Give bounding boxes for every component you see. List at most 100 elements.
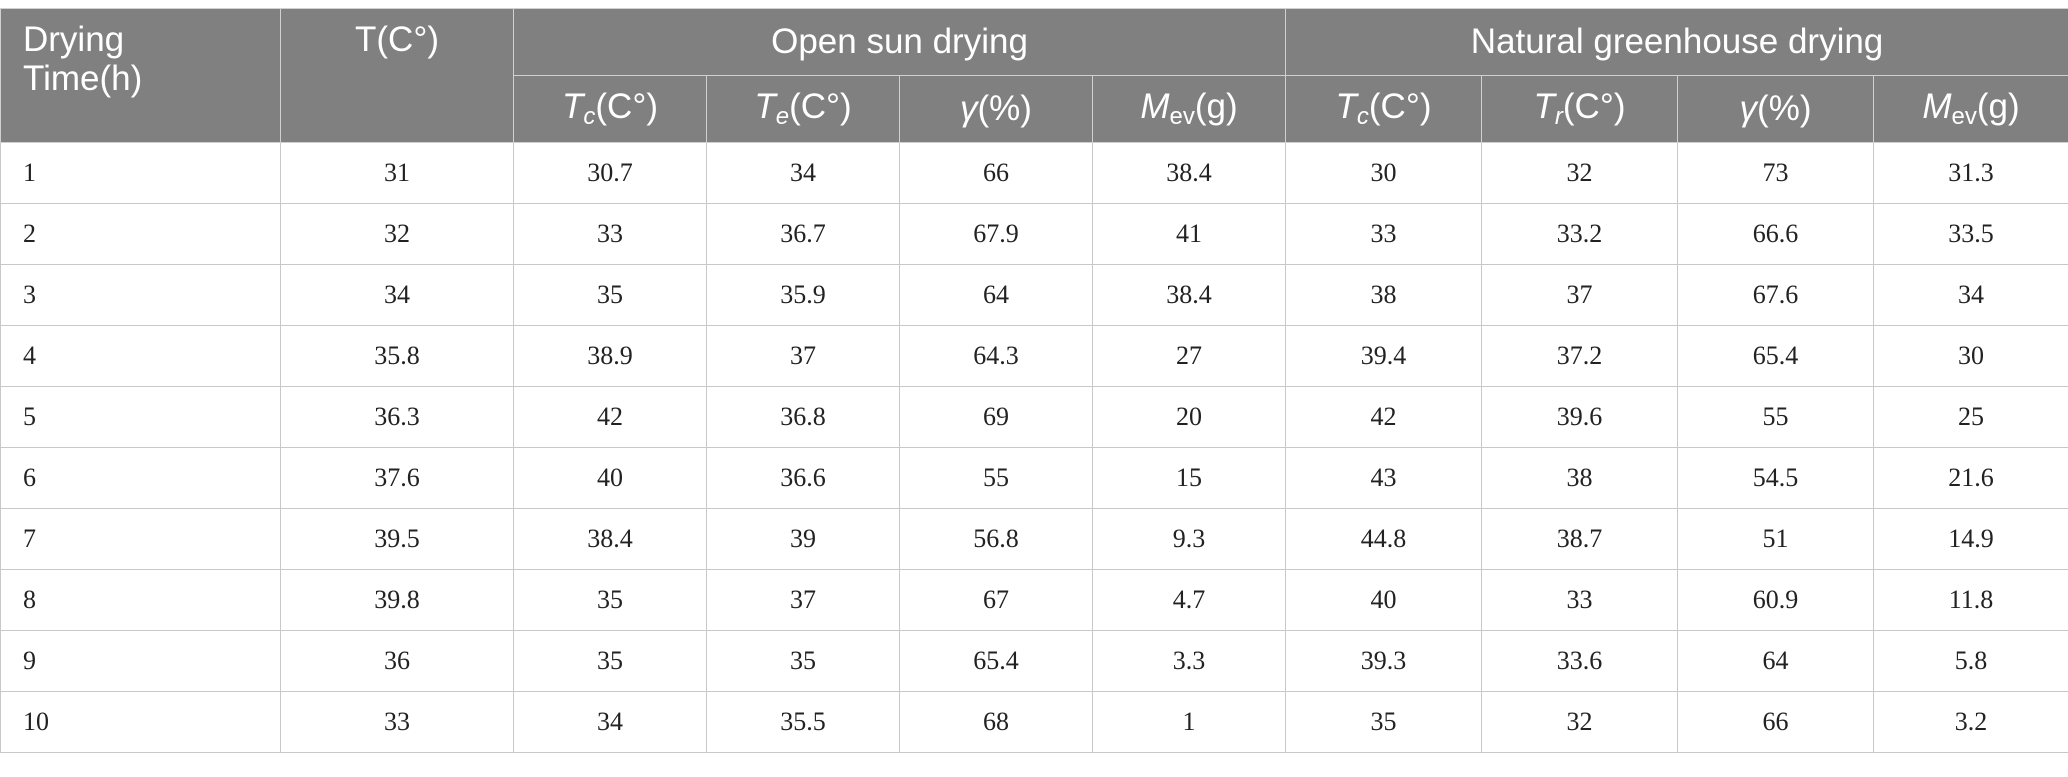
cell-drying-time: 6 (0, 447, 281, 509)
cell-natural-tc: 39.4 (1285, 325, 1483, 387)
table-body: 1 31 30.7 34 66 38.4 30 32 73 31.3 2 32 33 36.7 67.9 41… (0, 142, 2068, 753)
header-natural-tc: Tc(C°) (1285, 75, 1483, 143)
cell-open-mev: 9.3 (1091, 508, 1287, 570)
cell-drying-time: 2 (0, 203, 281, 265)
table-row: 2 32 33 36.7 67.9 41 33 33.2 66.6 33.5 (0, 203, 2068, 265)
cell-natural-gamma: 65.4 (1677, 325, 1875, 387)
table-row: 10 33 34 35.5 68 1 35 32 66 3.2 (0, 691, 2068, 753)
cell-open-te: 34 (706, 142, 900, 204)
header-temperature: T(C°) (280, 8, 514, 143)
cell-open-te: 35 (706, 630, 900, 692)
cell-open-mev: 38.4 (1091, 142, 1287, 204)
cell-open-mev: 4.7 (1091, 569, 1287, 631)
table-row: 5 36.3 42 36.8 69 20 42 39.6 55 25 (0, 386, 2068, 448)
table-header: Drying Time(h) T(C°) Open sun drying Natu… (0, 8, 2068, 143)
cell-natural-tc: 43 (1285, 447, 1483, 509)
cell-drying-time: 5 (0, 386, 281, 448)
cell-open-tc: 34 (513, 691, 707, 753)
cell-drying-time: 4 (0, 325, 281, 387)
cell-natural-mev: 31.3 (1873, 142, 2068, 204)
cell-open-te: 35.9 (706, 264, 900, 326)
cell-open-te: 36.8 (706, 386, 900, 448)
header-natural-gamma: γ(%) (1677, 75, 1875, 143)
cell-natural-tr: 37.2 (1481, 325, 1679, 387)
cell-open-tc: 38.9 (513, 325, 707, 387)
table-row: 3 34 35 35.9 64 38.4 38 37 67.6 34 (0, 264, 2068, 326)
cell-open-mev: 1 (1091, 691, 1287, 753)
cell-temperature: 31 (280, 142, 514, 204)
header-open-tc: Tc(C°) (513, 75, 707, 143)
cell-temperature: 35.8 (280, 325, 514, 387)
cell-natural-tr: 33.2 (1481, 203, 1679, 265)
cell-natural-tr: 33 (1481, 569, 1679, 631)
cell-open-te: 37 (706, 569, 900, 631)
cell-temperature: 32 (280, 203, 514, 265)
cell-natural-mev: 14.9 (1873, 508, 2068, 570)
cell-open-mev: 3.3 (1091, 630, 1287, 692)
header-drying-time: Drying Time(h) (0, 8, 281, 143)
cell-natural-tc: 30 (1285, 142, 1483, 204)
cell-open-te: 39 (706, 508, 900, 570)
cell-natural-gamma: 60.9 (1677, 569, 1875, 631)
cell-natural-tc: 40 (1285, 569, 1483, 631)
cell-open-te: 36.6 (706, 447, 900, 509)
cell-drying-time: 8 (0, 569, 281, 631)
cell-natural-tr: 32 (1481, 142, 1679, 204)
cell-open-te: 35.5 (706, 691, 900, 753)
cell-open-te: 37 (706, 325, 900, 387)
cell-open-gamma: 69 (899, 386, 1093, 448)
cell-natural-tr: 39.6 (1481, 386, 1679, 448)
cell-natural-gamma: 51 (1677, 508, 1875, 570)
header-open-sun-drying: Open sun drying (512, 8, 1287, 76)
header-open-gamma: γ(%) (899, 75, 1093, 143)
cell-temperature: 33 (280, 691, 514, 753)
cell-natural-tc: 44.8 (1285, 508, 1483, 570)
cell-natural-gamma: 66 (1677, 691, 1875, 753)
cell-temperature: 36.3 (280, 386, 514, 448)
cell-natural-tr: 33.6 (1481, 630, 1679, 692)
cell-temperature: 39.8 (280, 569, 514, 631)
cell-natural-mev: 11.8 (1873, 569, 2068, 631)
table-row: 6 37.6 40 36.6 55 15 43 38 54.5 21.6 (0, 447, 2068, 509)
table-row: 7 39.5 38.4 39 56.8 9.3 44.8 38.7 51 14.9 (0, 508, 2068, 570)
cell-natural-tr: 38 (1481, 447, 1679, 509)
header-open-te: Te(C°) (706, 75, 900, 143)
cell-open-tc: 35 (513, 569, 707, 631)
cell-open-mev: 20 (1091, 386, 1287, 448)
cell-natural-gamma: 64 (1677, 630, 1875, 692)
cell-natural-mev: 33.5 (1873, 203, 2068, 265)
cell-open-tc: 38.4 (513, 508, 707, 570)
cell-natural-gamma: 54.5 (1677, 447, 1875, 509)
cell-natural-tr: 32 (1481, 691, 1679, 753)
cell-open-mev: 41 (1091, 203, 1287, 265)
cell-open-tc: 42 (513, 386, 707, 448)
table-row: 8 39.8 35 37 67 4.7 40 33 60.9 11.8 (0, 569, 2068, 631)
cell-natural-mev: 5.8 (1873, 630, 2068, 692)
cell-natural-mev: 25 (1873, 386, 2068, 448)
cell-open-gamma: 64 (899, 264, 1093, 326)
cell-temperature: 37.6 (280, 447, 514, 509)
cell-drying-time: 1 (0, 142, 281, 204)
header-open-mev: Mev(g) (1091, 75, 1287, 143)
cell-open-gamma: 68 (899, 691, 1093, 753)
header-natural-tr: Tr(C°) (1481, 75, 1679, 143)
cell-drying-time: 3 (0, 264, 281, 326)
cell-natural-tc: 42 (1285, 386, 1483, 448)
table-row: 9 36 35 35 65.4 3.3 39.3 33.6 64 5.8 (0, 630, 2068, 692)
header-natural-mev: Mev(g) (1873, 75, 2068, 143)
cell-open-gamma: 67.9 (899, 203, 1093, 265)
cell-open-tc: 40 (513, 447, 707, 509)
cell-open-gamma: 56.8 (899, 508, 1093, 570)
cell-natural-mev: 3.2 (1873, 691, 2068, 753)
cell-temperature: 34 (280, 264, 514, 326)
drying-data-table: Drying Time(h) T(C°) Open sun drying Natu… (0, 8, 2068, 753)
table-row: 4 35.8 38.9 37 64.3 27 39.4 37.2 65.4 30 (0, 325, 2068, 387)
cell-natural-gamma: 55 (1677, 386, 1875, 448)
cell-open-gamma: 64.3 (899, 325, 1093, 387)
cell-natural-gamma: 73 (1677, 142, 1875, 204)
header-natural-greenhouse-drying: Natural greenhouse drying (1285, 8, 2068, 76)
cell-natural-tc: 39.3 (1285, 630, 1483, 692)
cell-drying-time: 10 (0, 691, 281, 753)
cell-open-mev: 27 (1091, 325, 1287, 387)
cell-open-tc: 35 (513, 264, 707, 326)
